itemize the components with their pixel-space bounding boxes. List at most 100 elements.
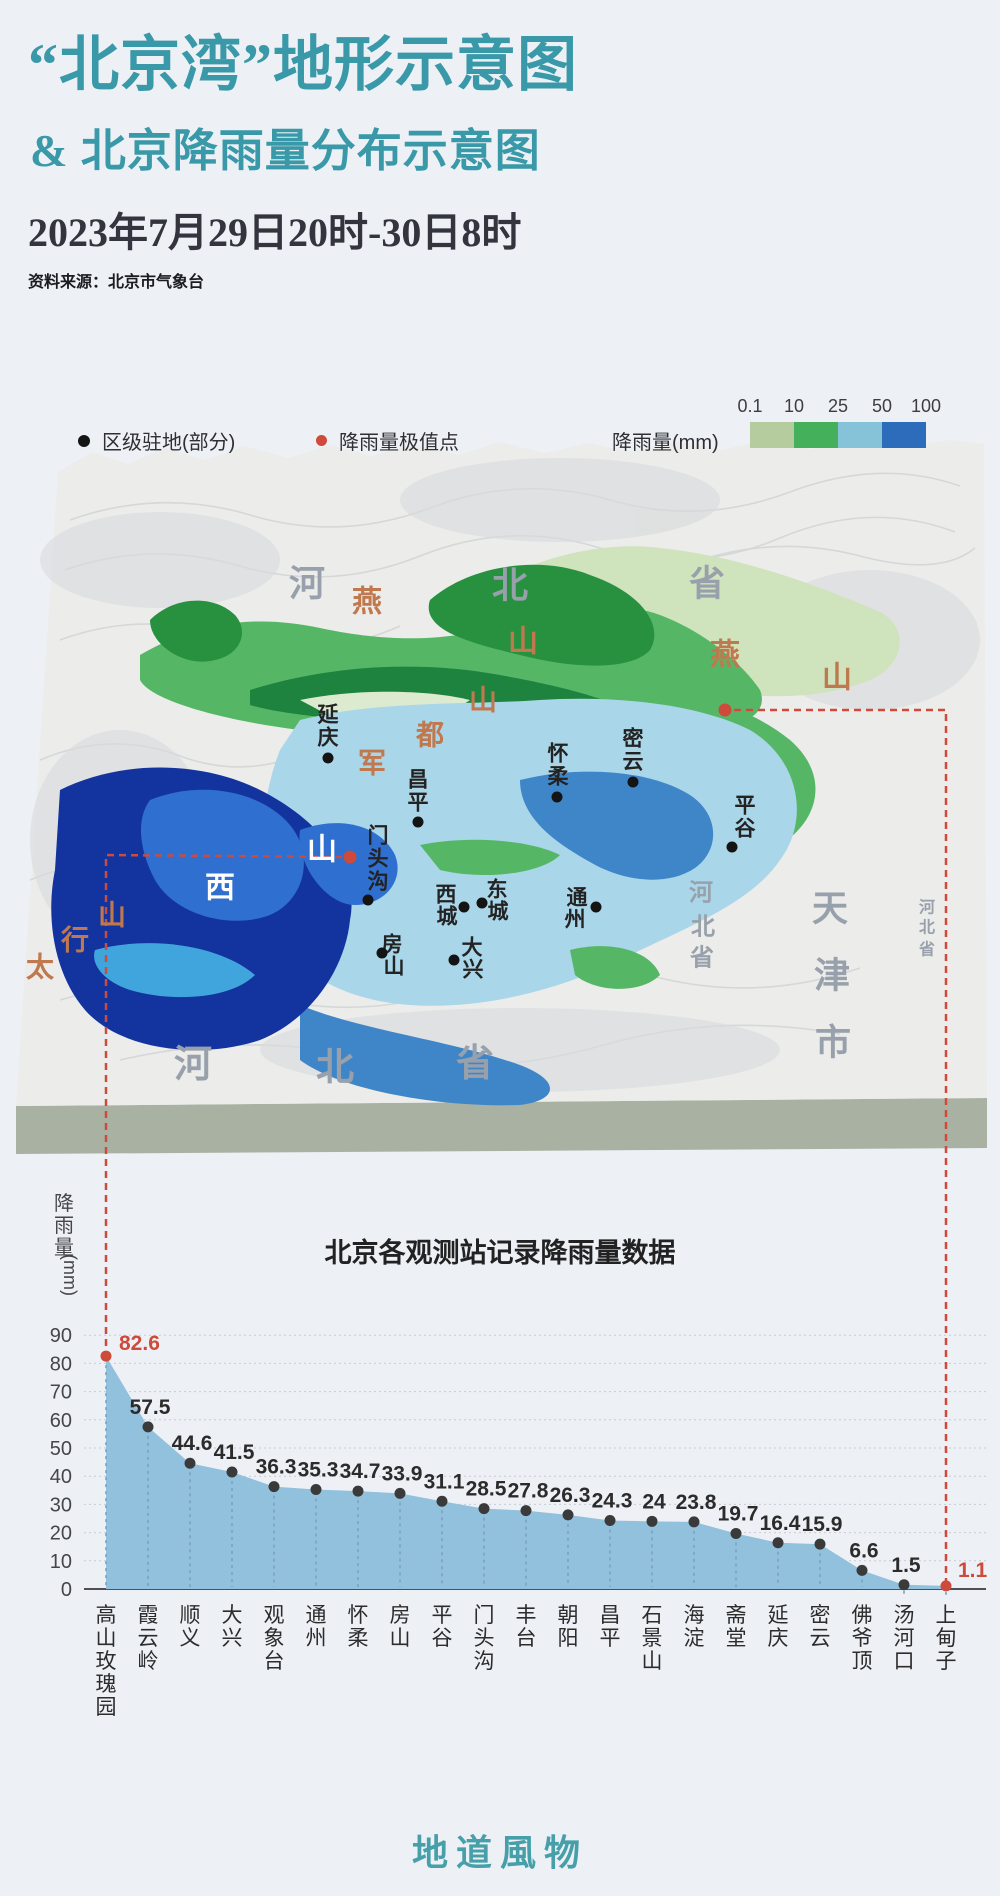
district-label: 怀 (548, 743, 569, 766)
x-category-label: 口 (894, 1650, 915, 1673)
x-category-label: 昌 (600, 1604, 621, 1627)
mountain-label-xishan: 西 (205, 872, 235, 905)
value-label: 24 (642, 1490, 666, 1513)
y-tick-label: 70 (50, 1382, 72, 1404)
x-category-label: 兴 (222, 1627, 243, 1650)
value-label: 15.9 (802, 1513, 843, 1536)
chart-ylabel: 量 (54, 1237, 74, 1259)
y-tick-label: 90 (50, 1325, 72, 1347)
scale-swatch-1 (794, 422, 838, 448)
x-category-label: 州 (306, 1627, 327, 1650)
x-category-label: 象 (264, 1627, 285, 1650)
x-category-label: 瑰 (96, 1673, 117, 1696)
value-label: 16.4 (760, 1512, 801, 1535)
data-point (352, 1485, 364, 1497)
district-label: 延 (317, 704, 340, 727)
y-tick-label: 10 (50, 1551, 72, 1573)
x-category-label: 观 (264, 1604, 285, 1627)
x-category-label: 山 (642, 1650, 663, 1673)
extreme-dot-icon (316, 435, 327, 446)
district-dot (476, 897, 488, 909)
extreme-connector-line (734, 708, 948, 1587)
value-label: 57.5 (130, 1396, 171, 1419)
value-label: 33.9 (382, 1462, 423, 1485)
map-base-slab (16, 1098, 987, 1154)
data-point (394, 1487, 406, 1499)
district-label: 昌 (408, 769, 429, 792)
x-category-label: 云 (138, 1627, 159, 1650)
x-category-label: 柔 (348, 1627, 369, 1650)
district-label: 谷 (735, 818, 757, 841)
data-point (478, 1503, 490, 1515)
mountain-label-yanshan-east: 山 (822, 662, 852, 695)
x-category-label: 门 (474, 1604, 495, 1627)
x-category-label: 怀 (348, 1604, 369, 1627)
mountain-label-xishan: 山 (307, 834, 337, 867)
x-category-label: 平 (432, 1604, 453, 1627)
rainfall-scale-colorbar (750, 422, 926, 448)
rainfall-scale-label: 降雨量(mm) (612, 432, 719, 454)
x-category-label: 台 (516, 1627, 537, 1650)
x-category-label: 丰 (516, 1604, 537, 1627)
province-label-hebei-bottom: 北 (316, 1047, 354, 1089)
scale-tick: 0.1 (737, 396, 763, 416)
district-label: 沟 (368, 870, 389, 894)
data-point (856, 1564, 868, 1576)
value-label: 82.6 (119, 1332, 160, 1355)
x-category-label: 云 (810, 1627, 831, 1650)
chart-ylabel-unit: (mm) (60, 1254, 80, 1296)
legend-extreme-label: 降雨量极值点 (339, 432, 459, 454)
province-label-hebei-mid: 省 (689, 945, 714, 972)
district-label: 平 (408, 792, 429, 815)
rainfall-scale-ticks: 0.1 10 25 50 100 (737, 396, 941, 418)
mountain-label-yanshan-west: 燕 (352, 586, 382, 619)
province-label-hebei-right: 北 (919, 919, 935, 937)
value-label: 34.7 (340, 1460, 381, 1483)
data-point (520, 1505, 532, 1517)
data-point (730, 1527, 742, 1539)
province-label-hebei-top: 省 (689, 563, 725, 604)
extreme-point-dot (718, 703, 732, 717)
value-label: 24.3 (592, 1489, 633, 1512)
x-category-label: 淀 (684, 1627, 705, 1650)
data-point (562, 1509, 574, 1521)
brand-logo: 地道風物 (411, 1833, 588, 1873)
value-label: 44.6 (172, 1432, 213, 1455)
extreme-connector-line (104, 853, 343, 1356)
x-category-label: 山 (96, 1627, 117, 1650)
district-label: 东 (487, 878, 508, 902)
x-category-label: 佛 (852, 1604, 873, 1627)
scale-tick: 100 (910, 396, 942, 416)
map-labels: 河北省河北省天津市河北省河北省燕山 燕山军都山太行山西山延庆昌平怀柔密云平谷门头沟… (26, 563, 935, 1090)
x-category-label: 义 (180, 1627, 201, 1650)
district-label: 柔 (548, 766, 570, 789)
scale-swatch-2 (838, 422, 882, 448)
district-dot-icon (78, 434, 90, 447)
value-label: 41.5 (214, 1441, 255, 1464)
y-tick-label: 20 (50, 1523, 72, 1545)
x-category-label: 汤 (894, 1604, 915, 1627)
scale-tick: 10 (783, 396, 805, 416)
value-label: 36.3 (256, 1456, 297, 1479)
district-label: 通 (567, 887, 588, 910)
data-point (268, 1481, 280, 1493)
x-category-label: 房 (390, 1604, 411, 1627)
value-label: 1.1 (958, 1559, 988, 1582)
x-category-label: 斋 (726, 1604, 747, 1627)
x-category-label: 庆 (768, 1627, 789, 1650)
mountain-label-taihangshan: 太 (26, 952, 55, 983)
data-point (940, 1580, 952, 1592)
data-point (436, 1495, 448, 1507)
chart-ylabel: 雨 (54, 1215, 74, 1237)
scale-tick: 25 (827, 396, 849, 416)
x-category-label: 头 (474, 1627, 495, 1650)
value-label: 27.8 (508, 1480, 549, 1503)
data-source: 资料来源：北京市气象台 (28, 274, 205, 291)
extreme-point-dot (343, 850, 357, 864)
mountain-label-taihangshan: 行 (60, 924, 89, 956)
x-category-label: 延 (768, 1604, 789, 1627)
legend-district-item: 区级驻地(部分) (78, 426, 235, 455)
x-category-label: 子 (936, 1650, 957, 1673)
y-tick-label: 60 (50, 1410, 72, 1432)
data-point (100, 1350, 112, 1362)
